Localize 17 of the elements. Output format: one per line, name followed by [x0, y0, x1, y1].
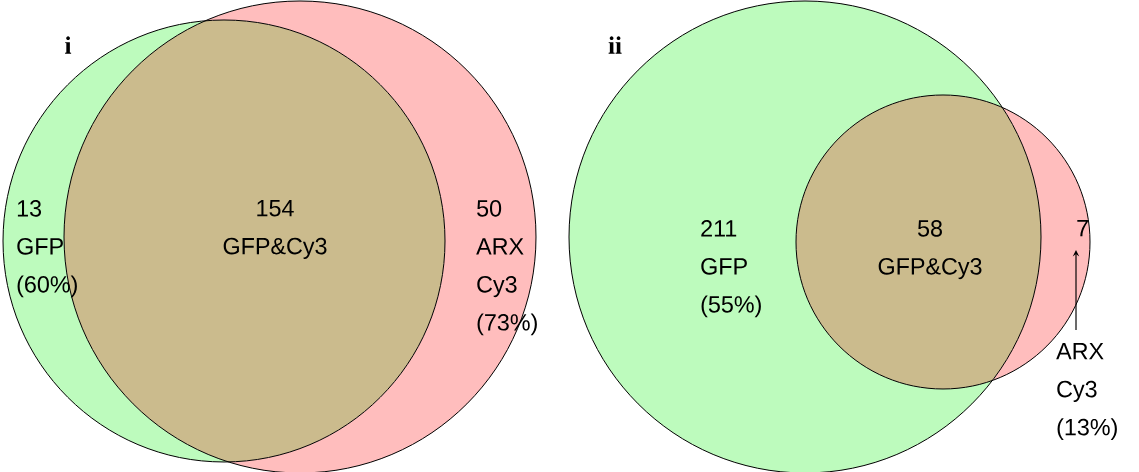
text: (55%) — [701, 295, 761, 318]
data-label: 13 — [17, 200, 42, 217]
category-label: ARX Cy3 — [476, 238, 524, 298]
category-label: ARX Cy3 — [1056, 343, 1104, 402]
category-label: GFP&Cy3 — [878, 258, 982, 280]
text: ii — [608, 36, 622, 54]
data-label: 50 — [477, 200, 502, 217]
text: i — [65, 36, 72, 54]
data-label: 7 — [1077, 220, 1088, 237]
category-label: GFP — [701, 258, 747, 275]
data-label: 211 — [701, 220, 737, 237]
category-label: GFP&Cy3 — [223, 237, 327, 259]
data-label: 58 — [917, 220, 942, 237]
text: (13%) — [1057, 418, 1117, 440]
text: (73%) — [477, 313, 537, 336]
category-label: GFP — [17, 238, 63, 255]
data-label: 154 — [257, 200, 294, 217]
